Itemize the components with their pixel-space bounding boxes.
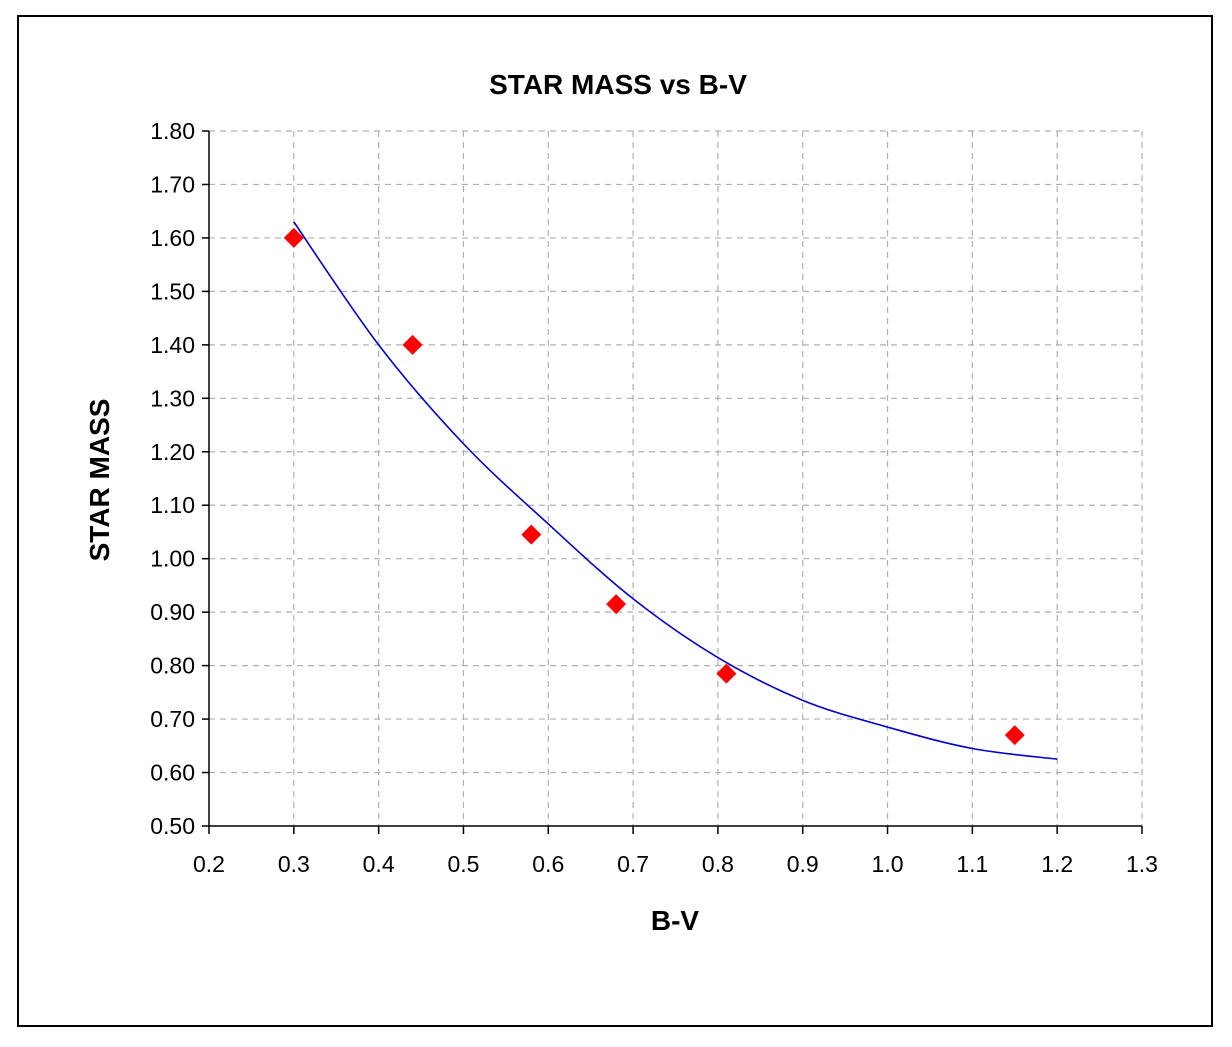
y-tick-label: 0.90 [150,599,195,625]
x-tick-label: 1.0 [872,851,904,877]
y-tick-label: 1.50 [150,278,195,304]
chart-title: STAR MASS vs B-V [489,69,747,100]
x-tick-label: 0.2 [193,851,225,877]
plot-area: 0.2 0.3 0.4 0.5 0.6 0.7 0.8 0.9 1.0 1.1 1.2 1.3 0.50… [150,118,1158,877]
x-tick-label: 0.5 [447,851,479,877]
y-tick-label: 0.50 [150,813,195,839]
x-tick-label: 1.1 [956,851,988,877]
y-tick-label: 1.70 [150,171,195,197]
y-tick-label: 1.00 [150,546,195,572]
y-axis-label: STAR MASS [84,399,115,562]
x-tick-label: 0.8 [702,851,734,877]
data-point [521,524,542,545]
x-tick-label: 0.9 [787,851,819,877]
y-tick-label: 1.80 [150,118,195,144]
x-axis-label: B-V [651,905,700,936]
y-tick-label: 1.60 [150,225,195,251]
x-tick-label: 1.2 [1041,851,1073,877]
data-point [716,663,737,684]
y-tick-label: 0.60 [150,760,195,786]
data-point [402,334,423,355]
y-tick-label: 0.70 [150,706,195,732]
x-tick-label: 0.6 [532,851,564,877]
y-tick-label: 1.40 [150,332,195,358]
trendline [293,221,1058,760]
data-point [606,594,627,615]
x-tick-label: 0.3 [278,851,310,877]
data-point [283,227,304,248]
y-tick-label: 1.10 [150,492,195,518]
y-tick-label: 1.30 [150,385,195,411]
x-tick-label: 0.4 [363,851,395,877]
y-tick-label: 1.20 [150,439,195,465]
y-tick-label: 0.80 [150,653,195,679]
data-point [1004,725,1025,746]
x-tick-label: 0.7 [617,851,649,877]
x-tick-label: 1.3 [1126,851,1158,877]
chart-frame [17,15,1213,1027]
